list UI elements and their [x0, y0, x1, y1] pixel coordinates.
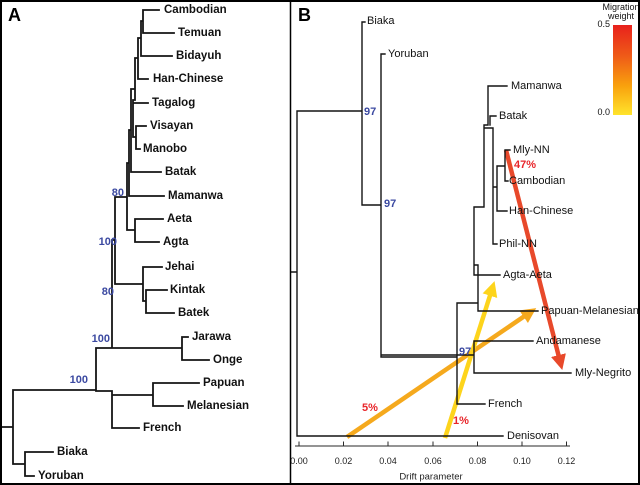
tip-label-yoruban: Yoruban: [388, 48, 429, 60]
legend-max-value: 0.5: [597, 19, 610, 29]
axis-tick-0.08: 0.08: [469, 456, 487, 466]
panel-a-leaf-labels: Cambodian Temuan Bidayuh Han-Chinese Tag…: [38, 4, 249, 482]
panel-a-tree-lines: [1, 9, 210, 477]
tip-label-french: French: [488, 398, 522, 410]
legend-colorbar-gradient: [613, 25, 632, 115]
tip-label-mly-negrito: Mly-Negrito: [575, 367, 631, 379]
tip-label-biaka: Biaka: [367, 15, 395, 27]
migration-arrow-47pct: [503, 149, 566, 370]
panel-a-letter: A: [8, 5, 21, 25]
axis-tick-0.04: 0.04: [379, 456, 397, 466]
leaf-label-temuan: Temuan: [178, 27, 221, 39]
leaf-label-french: French: [143, 422, 181, 434]
drift-axis-labels: 0.00 0.02 0.04 0.06 0.08 0.10 0.12 Drift…: [290, 456, 575, 483]
tip-label-denisovan: Denisovan: [507, 430, 559, 442]
panel-b-tip-labels: Biaka Yoruban Mamanwa Batak Mly-NN Cambo…: [367, 15, 639, 442]
leaf-label-melanesian: Melanesian: [187, 400, 249, 412]
panel-a-bootstrap-labels: 80 100 80 100 100: [70, 187, 124, 386]
leaf-label-aeta: Aeta: [167, 213, 193, 225]
tip-label-mly-nn: Mly-NN: [513, 144, 550, 156]
leaf-label-visayan: Visayan: [150, 120, 193, 132]
legend-title-line2: weight: [607, 11, 635, 21]
bootstrap-100-non-african: 100: [70, 374, 88, 386]
axis-tick-0.12: 0.12: [558, 456, 576, 466]
tip-label-phil-nn: Phil-NN: [499, 238, 537, 250]
axis-title-drift-parameter: Drift parameter: [399, 472, 462, 483]
leaf-label-biaka: Biaka: [57, 446, 88, 458]
panel-b-tree-lines: [290, 21, 572, 437]
migration-weight-labels: 47% 5% 1%: [362, 159, 536, 427]
leaf-label-kintak: Kintak: [170, 284, 206, 296]
bootstrap-97-african-node: 97: [364, 106, 376, 118]
tip-label-andamanese: Andamanese: [536, 335, 601, 347]
leaf-label-han-chinese: Han-Chinese: [153, 73, 223, 85]
bootstrap-80-mamanwa-node: 80: [112, 187, 124, 199]
migration-weight-legend: Migration weight 0.5 0.0: [597, 2, 639, 117]
leaf-label-batak: Batak: [165, 166, 197, 178]
tip-label-agta-aeta: Agta-Aeta: [503, 269, 553, 281]
leaf-label-agta: Agta: [163, 236, 189, 248]
migration-arrows: [345, 149, 566, 439]
panel-b-letter: B: [298, 5, 311, 25]
axis-tick-0.06: 0.06: [424, 456, 442, 466]
tip-label-mamanwa: Mamanwa: [511, 80, 563, 92]
tip-label-cambodian: Cambodian: [509, 175, 565, 187]
leaf-label-onge: Onge: [213, 354, 242, 366]
leaf-label-tagalog: Tagalog: [152, 97, 195, 109]
bootstrap-97-eurasian-node: 97: [459, 346, 471, 358]
leaf-label-batek: Batek: [178, 307, 210, 319]
leaf-label-jehai: Jehai: [165, 261, 194, 273]
axis-tick-0.02: 0.02: [335, 456, 353, 466]
migration-label-1pct: 1%: [453, 415, 469, 427]
leaf-label-manobo: Manobo: [143, 143, 187, 155]
tip-label-batak: Batak: [499, 110, 528, 122]
drift-axis: [295, 441, 570, 447]
legend-min-value: 0.0: [597, 107, 610, 117]
migration-arrow-5pct: [345, 308, 537, 439]
bootstrap-100-aeta-agta: 100: [99, 236, 117, 248]
leaf-label-mamanwa: Mamanwa: [168, 190, 224, 202]
leaf-label-yoruban: Yoruban: [38, 470, 84, 482]
leaf-label-jarawa: Jarawa: [192, 331, 232, 343]
tip-label-papuan-melanesian: Papuan-Melanesian: [541, 305, 639, 317]
axis-tick-0.00: 0.00: [290, 456, 308, 466]
leaf-label-bidayuh: Bidayuh: [176, 50, 221, 62]
axis-tick-0.10: 0.10: [513, 456, 531, 466]
legend-title-line1: Migration: [602, 2, 639, 12]
leaf-label-papuan: Papuan: [203, 377, 245, 389]
migration-label-47pct: 47%: [514, 159, 536, 171]
bootstrap-97-yoruban-node: 97: [384, 198, 396, 210]
tip-label-han-chinese: Han-Chinese: [509, 205, 573, 217]
bootstrap-80-jehai-clade: 80: [102, 286, 114, 298]
migration-label-5pct: 5%: [362, 402, 378, 414]
leaf-label-cambodian: Cambodian: [164, 4, 227, 16]
bootstrap-100-jarawa-onge: 100: [92, 333, 110, 345]
panel-b-bootstrap-labels: 97 97 97: [364, 106, 471, 358]
